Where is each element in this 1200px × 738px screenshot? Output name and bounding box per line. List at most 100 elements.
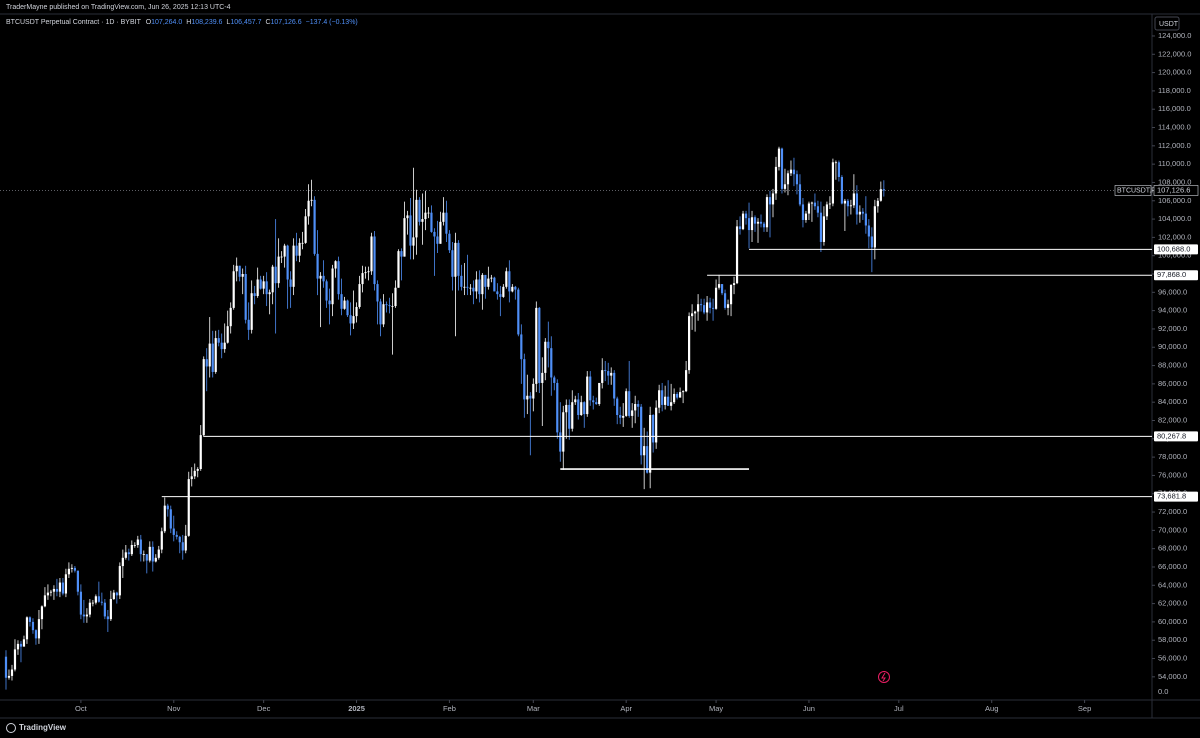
candle-body: [568, 404, 571, 429]
candle-body: [52, 588, 56, 592]
currency[interactable]: USDT: [1159, 21, 1179, 28]
currency-box[interactable]: [1154, 16, 1180, 31]
candle-body: [328, 300, 331, 305]
candle-body: [463, 286, 466, 288]
level-label: 97,868.0: [1157, 270, 1186, 279]
candle-body: [160, 531, 163, 550]
candle-body: [649, 414, 652, 473]
candle-body: [867, 225, 870, 237]
candle-body: [217, 338, 220, 343]
logo-icon: [6, 723, 16, 733]
candle-body: [445, 212, 448, 234]
candle-body: [685, 370, 688, 392]
y-tick-label: 122,000.0: [1158, 49, 1191, 58]
candle-body: [169, 509, 172, 529]
candle-body: [625, 391, 628, 416]
candle-body: [100, 601, 103, 603]
candle-body: [652, 414, 655, 443]
y-tick-label: 56,000.0: [1158, 654, 1187, 663]
candle-body: [688, 316, 691, 371]
candle-body: [67, 568, 71, 575]
candle-body: [696, 304, 700, 312]
candle-body: [634, 404, 637, 411]
candle-body: [448, 233, 451, 251]
candle-body: [295, 245, 298, 256]
candle-body: [196, 469, 199, 471]
candle-body: [421, 219, 424, 222]
publish-header: TraderMayne published on TradingView.com…: [6, 4, 231, 11]
alert-icon[interactable]: [878, 671, 890, 683]
candle-body: [442, 212, 445, 222]
x-tick-label: Apr: [620, 704, 632, 713]
candle-body: [76, 570, 79, 592]
candle-body: [759, 221, 763, 224]
candle-body: [43, 595, 47, 607]
candle-body: [693, 311, 697, 314]
candle-body: [532, 383, 535, 399]
candle-body: [439, 221, 442, 244]
candle-body: [834, 162, 838, 164]
x-tick-label: Aug: [985, 704, 998, 713]
candle-body: [337, 261, 340, 295]
candle-body: [358, 284, 361, 307]
candle-body: [849, 205, 852, 207]
candle-body: [822, 216, 826, 242]
candle-body: [46, 592, 50, 596]
x-tick-label: Jun: [803, 704, 815, 713]
candle-body: [136, 539, 139, 546]
candle-body: [744, 213, 748, 219]
candle-body: [496, 291, 499, 295]
candle-body: [322, 275, 325, 282]
y-tick-label: 92,000.0: [1158, 324, 1187, 333]
candle-body: [4, 656, 8, 678]
candle-body: [403, 218, 406, 257]
candle-body: [70, 567, 74, 569]
candle-body: [517, 289, 520, 335]
candle-body: [682, 391, 685, 393]
candle-body: [571, 402, 574, 429]
candle-body: [175, 534, 178, 537]
legend-c: C: [265, 19, 270, 26]
y-tick-label: 100,000.0: [1158, 251, 1191, 260]
candle-body: [481, 274, 484, 295]
candle-body: [451, 250, 454, 277]
y-tick-label: 66,000.0: [1158, 562, 1187, 571]
candle-body: [780, 148, 784, 189]
candle-body: [262, 281, 265, 289]
y-tick-label: 76,000.0: [1158, 470, 1187, 479]
candle-body: [762, 223, 766, 228]
candle-body: [55, 588, 59, 592]
candle-body: [541, 372, 544, 383]
candle-body: [109, 599, 112, 620]
candle-body: [427, 212, 430, 214]
candle-body: [331, 268, 334, 305]
candle-body: [750, 217, 754, 231]
candle-body: [460, 275, 463, 287]
y-tick-label: 58,000.0: [1158, 635, 1187, 644]
x-tick-label: Dec: [257, 704, 271, 713]
candle-body: [292, 245, 295, 287]
y-tick-label: 70,000.0: [1158, 525, 1187, 534]
candle-body: [115, 592, 118, 596]
candle-body: [610, 372, 613, 376]
candle-body: [831, 162, 835, 204]
candle-body: [786, 173, 790, 185]
candle-body: [10, 669, 14, 676]
candle-body: [274, 266, 277, 284]
candle-body: [589, 376, 592, 401]
candle-body: [364, 272, 367, 274]
candle-body: [271, 266, 274, 293]
candle-body: [768, 197, 772, 205]
candle-body: [870, 236, 873, 248]
candle-body: [559, 432, 562, 452]
y-tick-label: 60,000.0: [1158, 617, 1187, 626]
candle-body: [723, 293, 727, 308]
candle-body: [394, 287, 397, 307]
level-label-box: [1154, 431, 1198, 442]
candle-body: [816, 206, 820, 213]
candle-body: [391, 306, 394, 307]
alert-icon-bolt: [881, 672, 886, 682]
candle-body: [846, 200, 849, 207]
candle-body: [235, 265, 238, 272]
candle-body: [325, 281, 328, 301]
